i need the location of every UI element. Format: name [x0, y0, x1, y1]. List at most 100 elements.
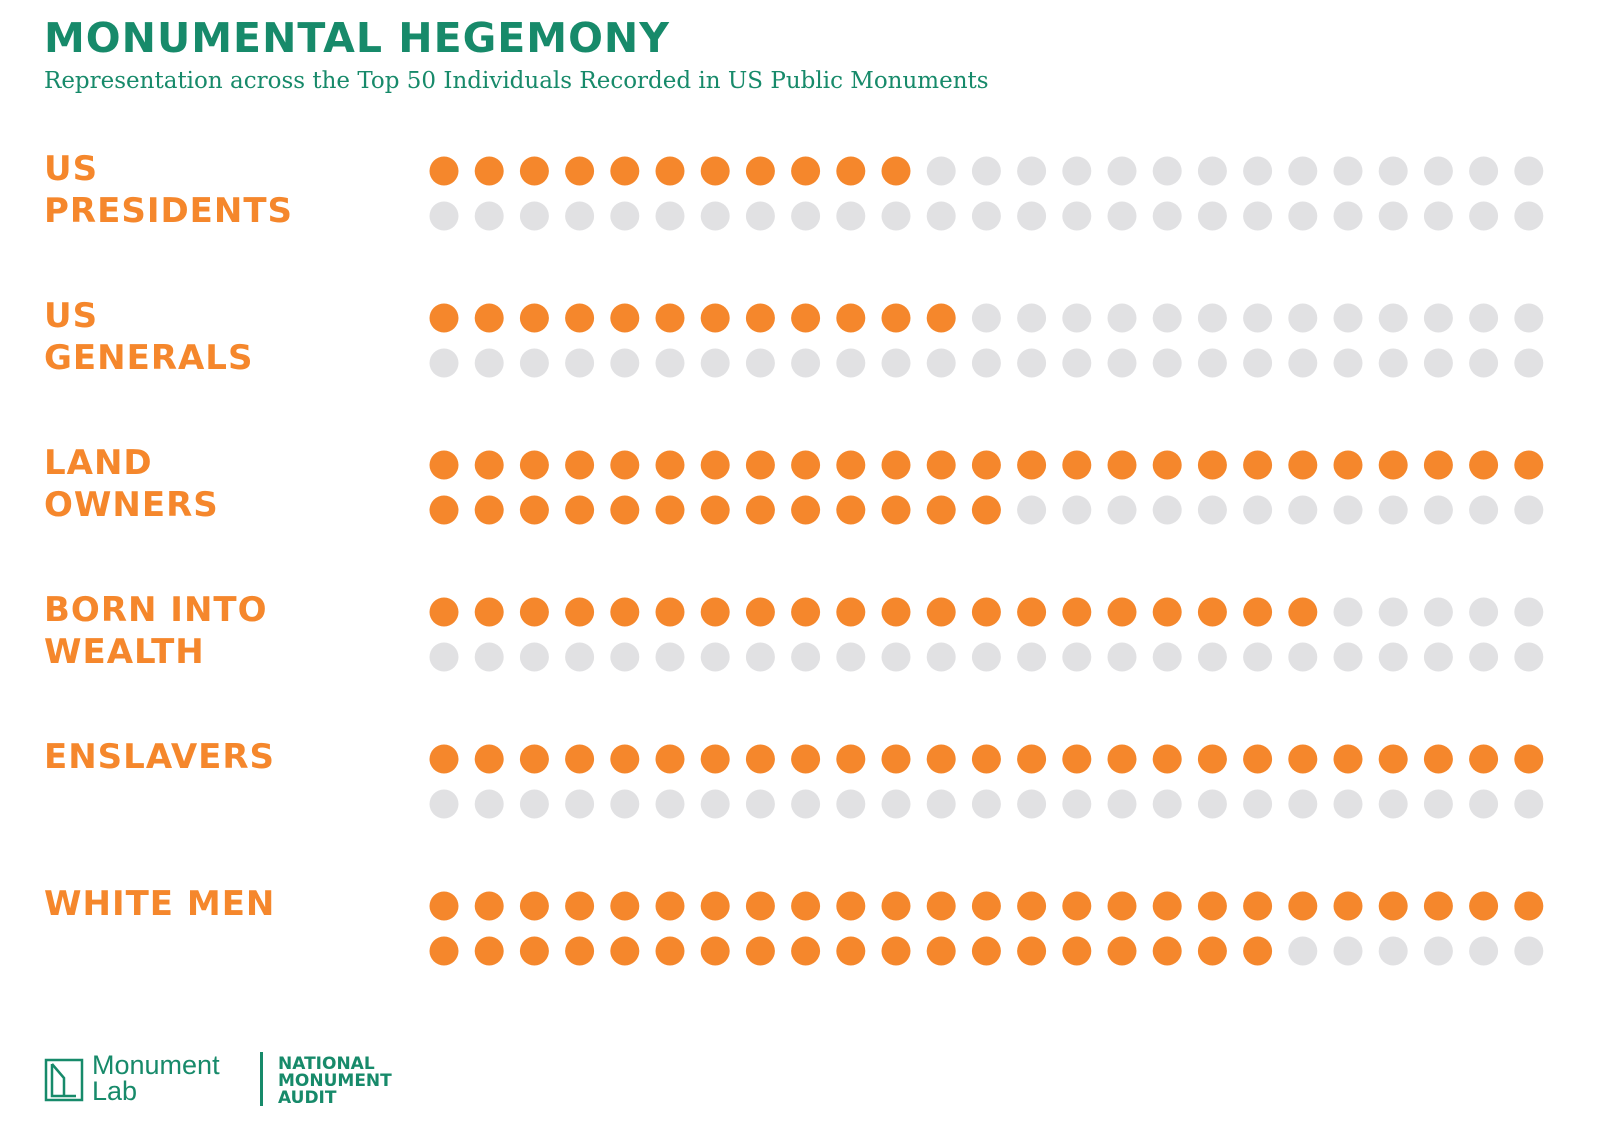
filled-dot: [745, 936, 775, 966]
empty-dot: [610, 348, 640, 378]
empty-dot: [971, 789, 1001, 819]
filled-dot: [610, 744, 640, 774]
filled-dot: [1107, 744, 1137, 774]
empty-dot: [971, 348, 1001, 378]
filled-dot: [1514, 450, 1544, 480]
audit-line: MONUMENT: [278, 1071, 392, 1091]
filled-dot: [655, 495, 685, 525]
filled-dot: [836, 891, 866, 921]
empty-dot: [700, 348, 730, 378]
filled-dot: [655, 891, 685, 921]
filled-dot: [610, 303, 640, 333]
category-dot-group: [429, 156, 1544, 231]
empty-dot: [1107, 156, 1137, 186]
empty-dot: [1423, 156, 1453, 186]
empty-dot: [1197, 156, 1227, 186]
monument-lab-logo-icon: [44, 1058, 84, 1102]
empty-dot: [1333, 156, 1363, 186]
filled-dot: [474, 891, 504, 921]
filled-dot: [836, 597, 866, 627]
category-label: LAND OWNERS: [44, 442, 219, 526]
filled-dot: [1062, 450, 1092, 480]
empty-dot: [745, 201, 775, 231]
empty-dot: [1107, 348, 1137, 378]
filled-dot: [610, 495, 640, 525]
empty-dot: [1243, 303, 1273, 333]
filled-dot: [1152, 597, 1182, 627]
category-dot-group: [429, 450, 1544, 525]
empty-dot: [655, 348, 685, 378]
filled-dot: [519, 936, 549, 966]
filled-dot: [1423, 450, 1453, 480]
filled-dot: [1333, 450, 1363, 480]
filled-dot: [745, 156, 775, 186]
empty-dot: [1197, 303, 1227, 333]
logo-line: Lab: [92, 1076, 138, 1106]
empty-dot: [791, 348, 821, 378]
empty-dot: [1333, 348, 1363, 378]
empty-dot: [836, 789, 866, 819]
empty-dot: [474, 348, 504, 378]
empty-dot: [1152, 348, 1182, 378]
empty-dot: [700, 642, 730, 672]
empty-dot: [474, 201, 504, 231]
empty-dot: [1243, 348, 1273, 378]
empty-dot: [1378, 156, 1408, 186]
empty-dot: [791, 642, 821, 672]
empty-dot: [474, 789, 504, 819]
chart-title: MONUMENTAL HEGEMONY: [44, 14, 670, 62]
empty-dot: [1017, 789, 1047, 819]
filled-dot: [1107, 891, 1137, 921]
filled-dot: [655, 156, 685, 186]
empty-dot: [474, 642, 504, 672]
empty-dot: [1243, 201, 1273, 231]
empty-dot: [836, 348, 866, 378]
filled-dot: [1152, 891, 1182, 921]
filled-dot: [474, 597, 504, 627]
filled-dot: [1197, 744, 1227, 774]
filled-dot: [519, 303, 549, 333]
empty-dot: [1469, 348, 1499, 378]
empty-dot: [1333, 495, 1363, 525]
empty-dot: [1197, 789, 1227, 819]
empty-dot: [1514, 642, 1544, 672]
empty-dot: [1333, 201, 1363, 231]
empty-dot: [1469, 789, 1499, 819]
filled-dot: [971, 891, 1001, 921]
filled-dot: [791, 156, 821, 186]
filled-dot: [700, 936, 730, 966]
category-dot-group: [429, 744, 1544, 819]
empty-dot: [610, 642, 640, 672]
empty-dot: [1288, 642, 1318, 672]
empty-dot: [881, 201, 911, 231]
filled-dot: [519, 597, 549, 627]
filled-dot: [791, 891, 821, 921]
category-dot-group: [429, 303, 1544, 378]
empty-dot: [1378, 201, 1408, 231]
empty-dot: [1423, 789, 1453, 819]
empty-dot: [1378, 936, 1408, 966]
logo-line: Monument: [92, 1050, 220, 1080]
filled-dot: [971, 597, 1001, 627]
filled-dot: [1423, 744, 1453, 774]
empty-dot: [881, 642, 911, 672]
filled-dot: [1288, 450, 1318, 480]
filled-dot: [1288, 744, 1318, 774]
filled-dot: [1017, 450, 1047, 480]
empty-dot: [1107, 495, 1137, 525]
filled-dot: [565, 936, 595, 966]
empty-dot: [1152, 303, 1182, 333]
empty-dot: [1333, 936, 1363, 966]
empty-dot: [1333, 789, 1363, 819]
empty-dot: [1333, 597, 1363, 627]
empty-dot: [429, 642, 459, 672]
empty-dot: [881, 348, 911, 378]
category-label: US GENERALS: [44, 295, 253, 379]
empty-dot: [971, 201, 1001, 231]
filled-dot: [610, 891, 640, 921]
filled-dot: [1333, 891, 1363, 921]
empty-dot: [429, 789, 459, 819]
filled-dot: [519, 450, 549, 480]
filled-dot: [1017, 597, 1047, 627]
filled-dot: [429, 744, 459, 774]
